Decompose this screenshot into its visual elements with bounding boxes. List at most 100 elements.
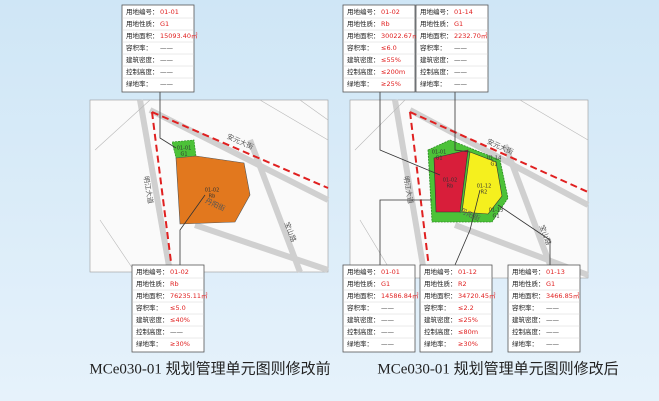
row-value: ≤5.0 [170,304,186,312]
row-label: 绿地率： [126,79,152,88]
row-label: 控制高度： [347,327,380,336]
row-value: 01-14 [454,8,473,16]
row-label: 绿地率： [347,79,373,88]
row-label: 用地编号： [512,267,545,276]
row-value: ≤80m [458,328,478,336]
row-value: G1 [546,280,555,288]
parcel-code: 01-14 [487,156,502,162]
map-before [89,99,330,274]
row-label: 用地面积： [126,31,159,40]
row-value: —— [454,80,468,88]
row-value: ≤6.0 [381,44,397,52]
row-label: 用地面积： [424,291,457,300]
row-label: 控制高度： [347,67,380,76]
row-label: 建筑密度： [347,55,380,64]
row-value: ≤40% [170,316,190,324]
row-label: 用地面积： [347,291,380,300]
row-value: 01-02 [381,8,400,16]
row-label: 用地性质： [347,279,380,288]
row-label: 控制高度： [420,67,453,76]
row-value: Rb [381,20,390,28]
row-label: 用地性质： [420,19,453,28]
row-value: 01-13 [546,268,565,276]
row-value: ≥30% [170,340,190,348]
caption: MCe030-01 规划管理单元图则修改后 [377,360,618,377]
row-label: 用地面积： [136,291,169,300]
row-label: 用地编号： [126,7,159,16]
row-label: 绿地率： [420,79,446,88]
row-value: ≥25% [381,80,401,88]
row-value: —— [546,328,560,336]
leader-lines [159,92,551,266]
row-value: 34720.45㎡ [458,291,496,300]
row-label: 绿地率： [512,339,538,348]
row-value: ≤2.2 [458,304,474,312]
parcel-use: G1 [435,156,442,162]
row-label: 容积率： [347,303,373,312]
row-label: 用地面积： [420,31,453,40]
parcel-use: G1 [492,214,499,220]
row-value: —— [170,328,184,336]
parcel-code: 01-02 [443,178,458,184]
row-label: 用地性质： [136,279,169,288]
info-box-frame [121,4,195,93]
info-box-frame [131,264,205,353]
info-box-frame [342,264,416,353]
row-value: ≤200m [381,68,405,76]
parcel-code: 01-13 [489,208,504,214]
row-label: 建筑密度： [136,315,169,324]
row-label: 用地性质： [347,19,380,28]
parcel-code: 01-01 [432,150,447,156]
row-value: G1 [454,20,463,28]
parcel-use: Rb [447,184,454,190]
row-label: 容积率： [420,43,446,52]
row-value: 01-12 [458,268,477,276]
row-value: —— [160,80,174,88]
row-label: 建筑密度： [126,55,159,64]
row-value: Rb [170,280,179,288]
row-label: 控制高度： [512,327,545,336]
row-label: 用地性质： [126,19,159,28]
row-label: 建筑密度： [420,55,453,64]
row-value: ≤25% [458,316,478,324]
row-label: 建筑密度： [424,315,457,324]
row-label: 用地编号： [420,7,453,16]
row-value: G1 [160,20,169,28]
row-label: 用地编号： [347,7,380,16]
row-value: —— [546,304,560,312]
row-value: 15093.40㎡ [160,31,198,40]
row-label: 用地面积： [347,31,380,40]
row-value: 30022.67㎡ [381,31,419,40]
row-label: 绿地率： [136,339,162,348]
info-box-frame [419,264,493,353]
parcel-use: G1 [180,152,187,158]
info-box-frame [415,4,489,93]
row-value: —— [160,56,174,64]
row-value: —— [454,68,468,76]
row-value: —— [160,68,174,76]
row-value: 01-01 [381,268,400,276]
parcel-code: 01-02 [205,188,220,194]
row-label: 用地性质： [512,279,545,288]
row-label: 用地性质： [424,279,457,288]
row-label: 容积率： [512,303,538,312]
row-label: 用地编号： [136,267,169,276]
info-box-frame [342,4,416,93]
row-label: 用地面积： [512,291,545,300]
row-label: 控制高度： [126,67,159,76]
row-value: —— [381,316,395,324]
caption: MCe030-01 规划管理单元图则修改前 [89,360,330,377]
row-value: 14586.84㎡ [381,291,419,300]
row-label: 建筑密度： [512,315,545,324]
map-after [349,99,590,280]
row-value: —— [454,44,468,52]
row-label: 容积率： [126,43,152,52]
row-label: 用地编号： [424,267,457,276]
row-value: —— [160,44,174,52]
